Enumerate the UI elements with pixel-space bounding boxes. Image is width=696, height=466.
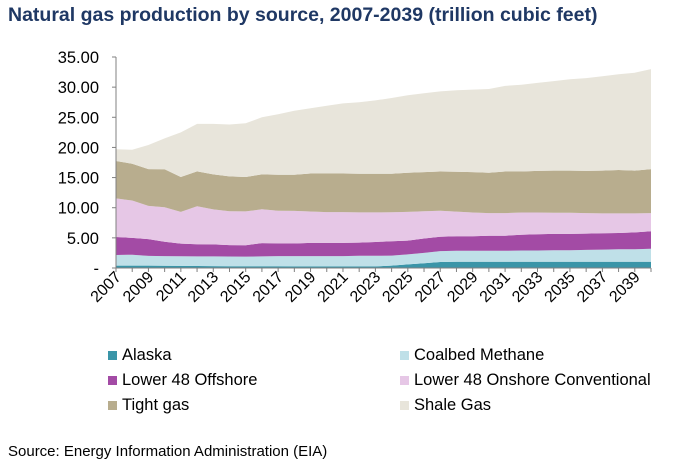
chart-axes [115,57,651,269]
y-axis-ticks: - 5.00 10.00 15.00 20.00 25.00 30.00 35.00 [58,49,116,278]
y-tick-label: 35.00 [58,49,99,67]
legend-swatch [400,350,409,360]
legend-swatch [108,350,117,360]
y-tick-label: - [94,260,100,278]
series-area-shale-gas [116,69,651,177]
series-area-alaska [116,261,651,268]
y-tick-label: 5.00 [67,230,99,248]
source-note: Source: Energy Information Administratio… [8,443,328,460]
y-tick-label: 15.00 [58,170,99,188]
legend-item: Coalbed Methane [400,345,544,365]
legend-label: Shale Gas [414,395,492,414]
series-area-lower-48-onshore-conventional [116,198,651,246]
y-tick-label: 20.00 [58,139,99,157]
legend-item: Alaska [108,345,172,365]
legend-swatch [400,375,409,385]
legend-swatch [400,400,409,410]
legend-label: Lower 48 Onshore Conventional [414,370,651,389]
y-tick-label: 25.00 [58,109,99,127]
y-tick-label: 30.00 [58,79,99,97]
legend-swatch [108,375,117,385]
legend-label: Coalbed Methane [414,345,545,364]
legend-label: Tight gas [122,395,190,414]
series-area-coalbed-methane [116,248,651,267]
legend-label: Lower 48 Offshore [122,370,258,389]
legend-item: Lower 48 Onshore Conventional [400,370,651,390]
series-area-tight-gas [116,161,651,214]
chart-title: Natural gas production by source, 2007-2… [8,4,598,26]
y-tick-label: 10.00 [58,200,99,218]
legend-label: Alaska [122,345,172,364]
series-area-lower-48-offshore [116,231,651,257]
legend-swatch [108,400,117,410]
legend-item: Shale Gas [400,395,491,415]
series-areas [116,69,651,268]
legend-item: Tight gas [108,395,189,415]
legend-item: Lower 48 Offshore [108,370,257,390]
